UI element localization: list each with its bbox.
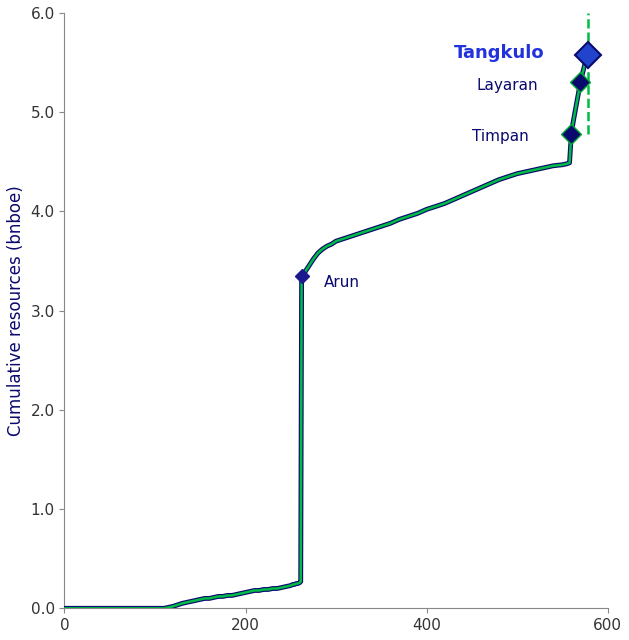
Text: Tangkulo: Tangkulo (454, 44, 544, 61)
Text: Layaran: Layaran (476, 78, 538, 93)
Y-axis label: Cumulative resources (bnboe): Cumulative resources (bnboe) (7, 185, 25, 436)
Text: Arun: Arun (324, 275, 360, 291)
Text: Timpan: Timpan (472, 129, 528, 145)
